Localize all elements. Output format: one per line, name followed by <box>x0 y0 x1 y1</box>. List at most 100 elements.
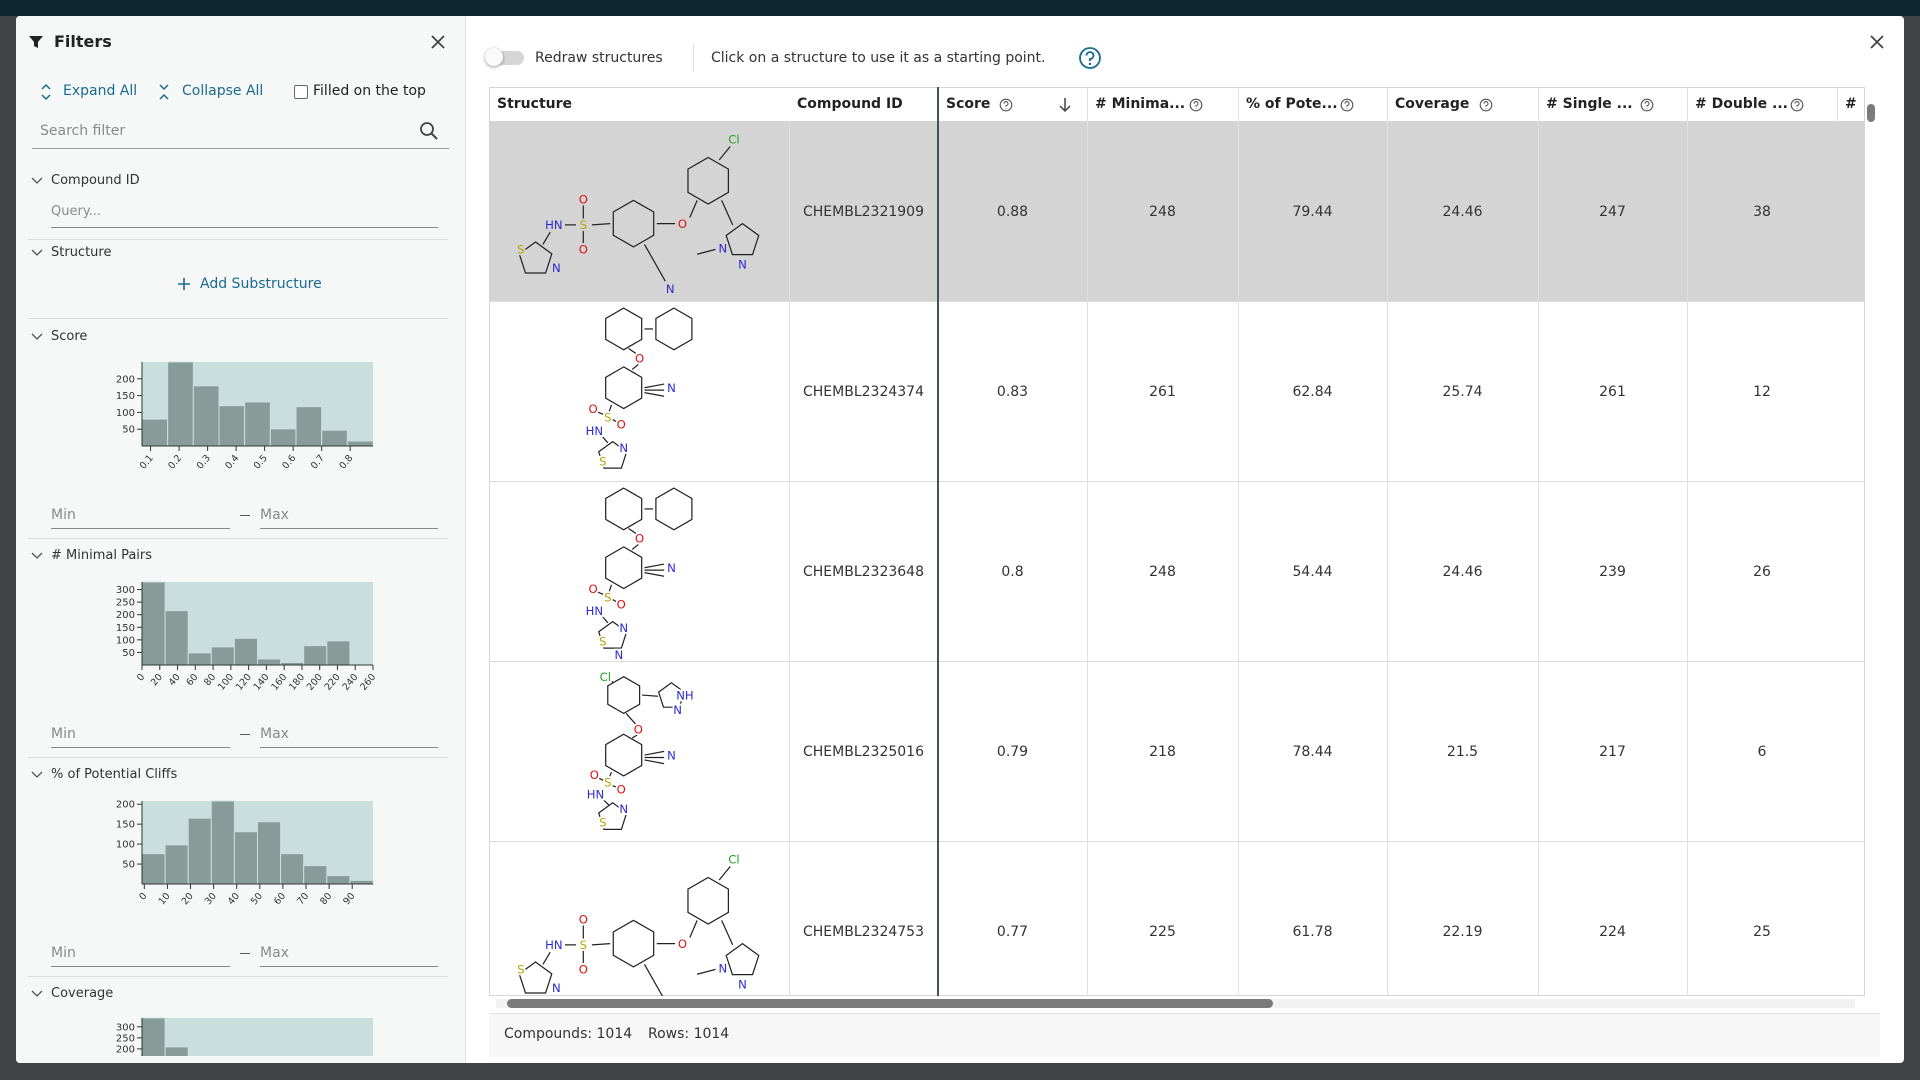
column-header[interactable]: Score <box>946 96 991 112</box>
table-row[interactable] <box>489 662 1864 842</box>
bond <box>612 419 620 424</box>
bond <box>718 146 731 161</box>
atom-label: S <box>517 243 524 257</box>
max-input[interactable]: Max <box>260 507 289 523</box>
bond <box>644 759 665 765</box>
close-filters[interactable] <box>431 35 445 49</box>
help-icon[interactable] <box>1078 46 1102 70</box>
plus-icon[interactable] <box>178 278 190 290</box>
separator <box>28 757 448 758</box>
column-header[interactable]: # <box>1845 96 1857 112</box>
table-header: Structure Compound ID Score # Minima... % of… <box>489 87 1865 122</box>
ring <box>605 366 643 410</box>
section-label[interactable]: Coverage <box>51 986 114 1001</box>
atom-label: HN <box>586 424 603 438</box>
column-header[interactable]: # Double ... <box>1695 96 1788 112</box>
bond <box>612 785 620 789</box>
cell-divider <box>789 842 790 996</box>
atom-label: HN <box>587 788 604 802</box>
help-icon <box>1640 98 1654 112</box>
cell: 61.78 <box>1292 924 1333 940</box>
help-mark <box>1193 101 1199 109</box>
cell-divider <box>789 662 790 842</box>
cell-divider <box>1238 122 1239 302</box>
atom-label: S <box>604 410 611 424</box>
x-tick-label: 80 <box>318 891 334 907</box>
ring <box>687 876 729 925</box>
cell: 62.84 <box>1292 384 1333 400</box>
atom-label: O <box>579 912 588 926</box>
table-row[interactable] <box>489 482 1864 662</box>
v-scroll-thumb[interactable] <box>1867 104 1875 122</box>
section-label[interactable]: # Minimal Pairs <box>51 548 153 563</box>
chevron[interactable] <box>31 249 43 257</box>
cell: CHEMBL2324753 <box>803 924 924 940</box>
column-header[interactable]: Compound ID <box>797 96 903 112</box>
toggle-knob[interactable] <box>485 48 503 66</box>
section-label[interactable]: % of Potential Cliffs <box>51 767 178 782</box>
chevron[interactable] <box>31 771 43 779</box>
checkbox[interactable] <box>294 85 308 99</box>
help-mark <box>1483 101 1489 109</box>
expand-icon[interactable] <box>40 83 52 101</box>
compounds-count: Compounds: 1014 <box>504 1026 633 1042</box>
atom-label: O <box>579 243 588 257</box>
v-scroll-track[interactable] <box>1866 87 1876 996</box>
histogram-bar <box>164 844 189 885</box>
x-tick-label: 100 <box>216 672 236 693</box>
column-header[interactable]: Coverage <box>1395 96 1470 112</box>
filled-on-top[interactable]: Filled on the top <box>313 83 426 99</box>
search-filter[interactable]: Search filter <box>40 123 126 139</box>
range-dash <box>240 953 250 954</box>
help-icon <box>1189 98 1203 112</box>
separator <box>28 239 448 240</box>
ring <box>687 156 729 205</box>
atom-label: O <box>579 963 588 977</box>
histogram-bar <box>167 361 194 447</box>
frozen-divider <box>937 87 939 996</box>
search-icon[interactable] <box>419 121 439 141</box>
column-header[interactable]: % of Pote... <box>1246 96 1338 112</box>
bond <box>597 591 605 596</box>
min-input[interactable]: Min <box>51 726 76 742</box>
chevron[interactable] <box>31 177 43 185</box>
max-input[interactable]: Max <box>260 945 289 961</box>
column-header[interactable]: # Single ... <box>1546 96 1633 112</box>
table-row[interactable] <box>489 122 1864 302</box>
section-label[interactable]: Structure <box>51 245 112 260</box>
close-modal[interactable] <box>1870 35 1884 49</box>
column-header[interactable]: # Minima... <box>1095 96 1186 112</box>
collapse-icon[interactable] <box>158 83 170 101</box>
x-tick-label: 0 <box>137 891 149 903</box>
cell: 261 <box>1149 384 1176 400</box>
section-label[interactable]: Compound ID <box>51 173 140 188</box>
atom-label: N <box>738 977 747 991</box>
chevron[interactable] <box>31 333 43 341</box>
cell: 225 <box>1149 924 1176 940</box>
expand-all[interactable]: Expand All <box>63 83 138 99</box>
min-input[interactable]: Min <box>51 945 76 961</box>
atom-label: O <box>678 937 687 951</box>
collapse-all[interactable]: Collapse All <box>182 83 264 99</box>
histogram-bar <box>280 853 305 885</box>
table-row[interactable] <box>489 302 1864 482</box>
h-scroll-thumb[interactable] <box>507 999 1273 1008</box>
min-input[interactable]: Min <box>51 507 76 523</box>
input-underline <box>260 528 438 529</box>
x-tick-label: 90 <box>341 891 357 907</box>
help-mark <box>1794 101 1800 109</box>
bond <box>721 200 734 226</box>
ring <box>605 487 643 531</box>
chevron[interactable] <box>31 990 43 998</box>
max-input[interactable]: Max <box>260 726 289 742</box>
help-icon <box>1479 98 1493 112</box>
add-substructure[interactable]: Add Substructure <box>200 276 322 292</box>
column-header[interactable]: Structure <box>497 96 573 112</box>
toggle-label[interactable]: Redraw structures <box>535 50 663 66</box>
bond <box>718 866 731 881</box>
section-label[interactable]: Score <box>51 329 88 344</box>
query-input[interactable]: Query... <box>51 204 102 219</box>
input-underline <box>51 966 230 967</box>
chevron[interactable] <box>31 552 43 560</box>
